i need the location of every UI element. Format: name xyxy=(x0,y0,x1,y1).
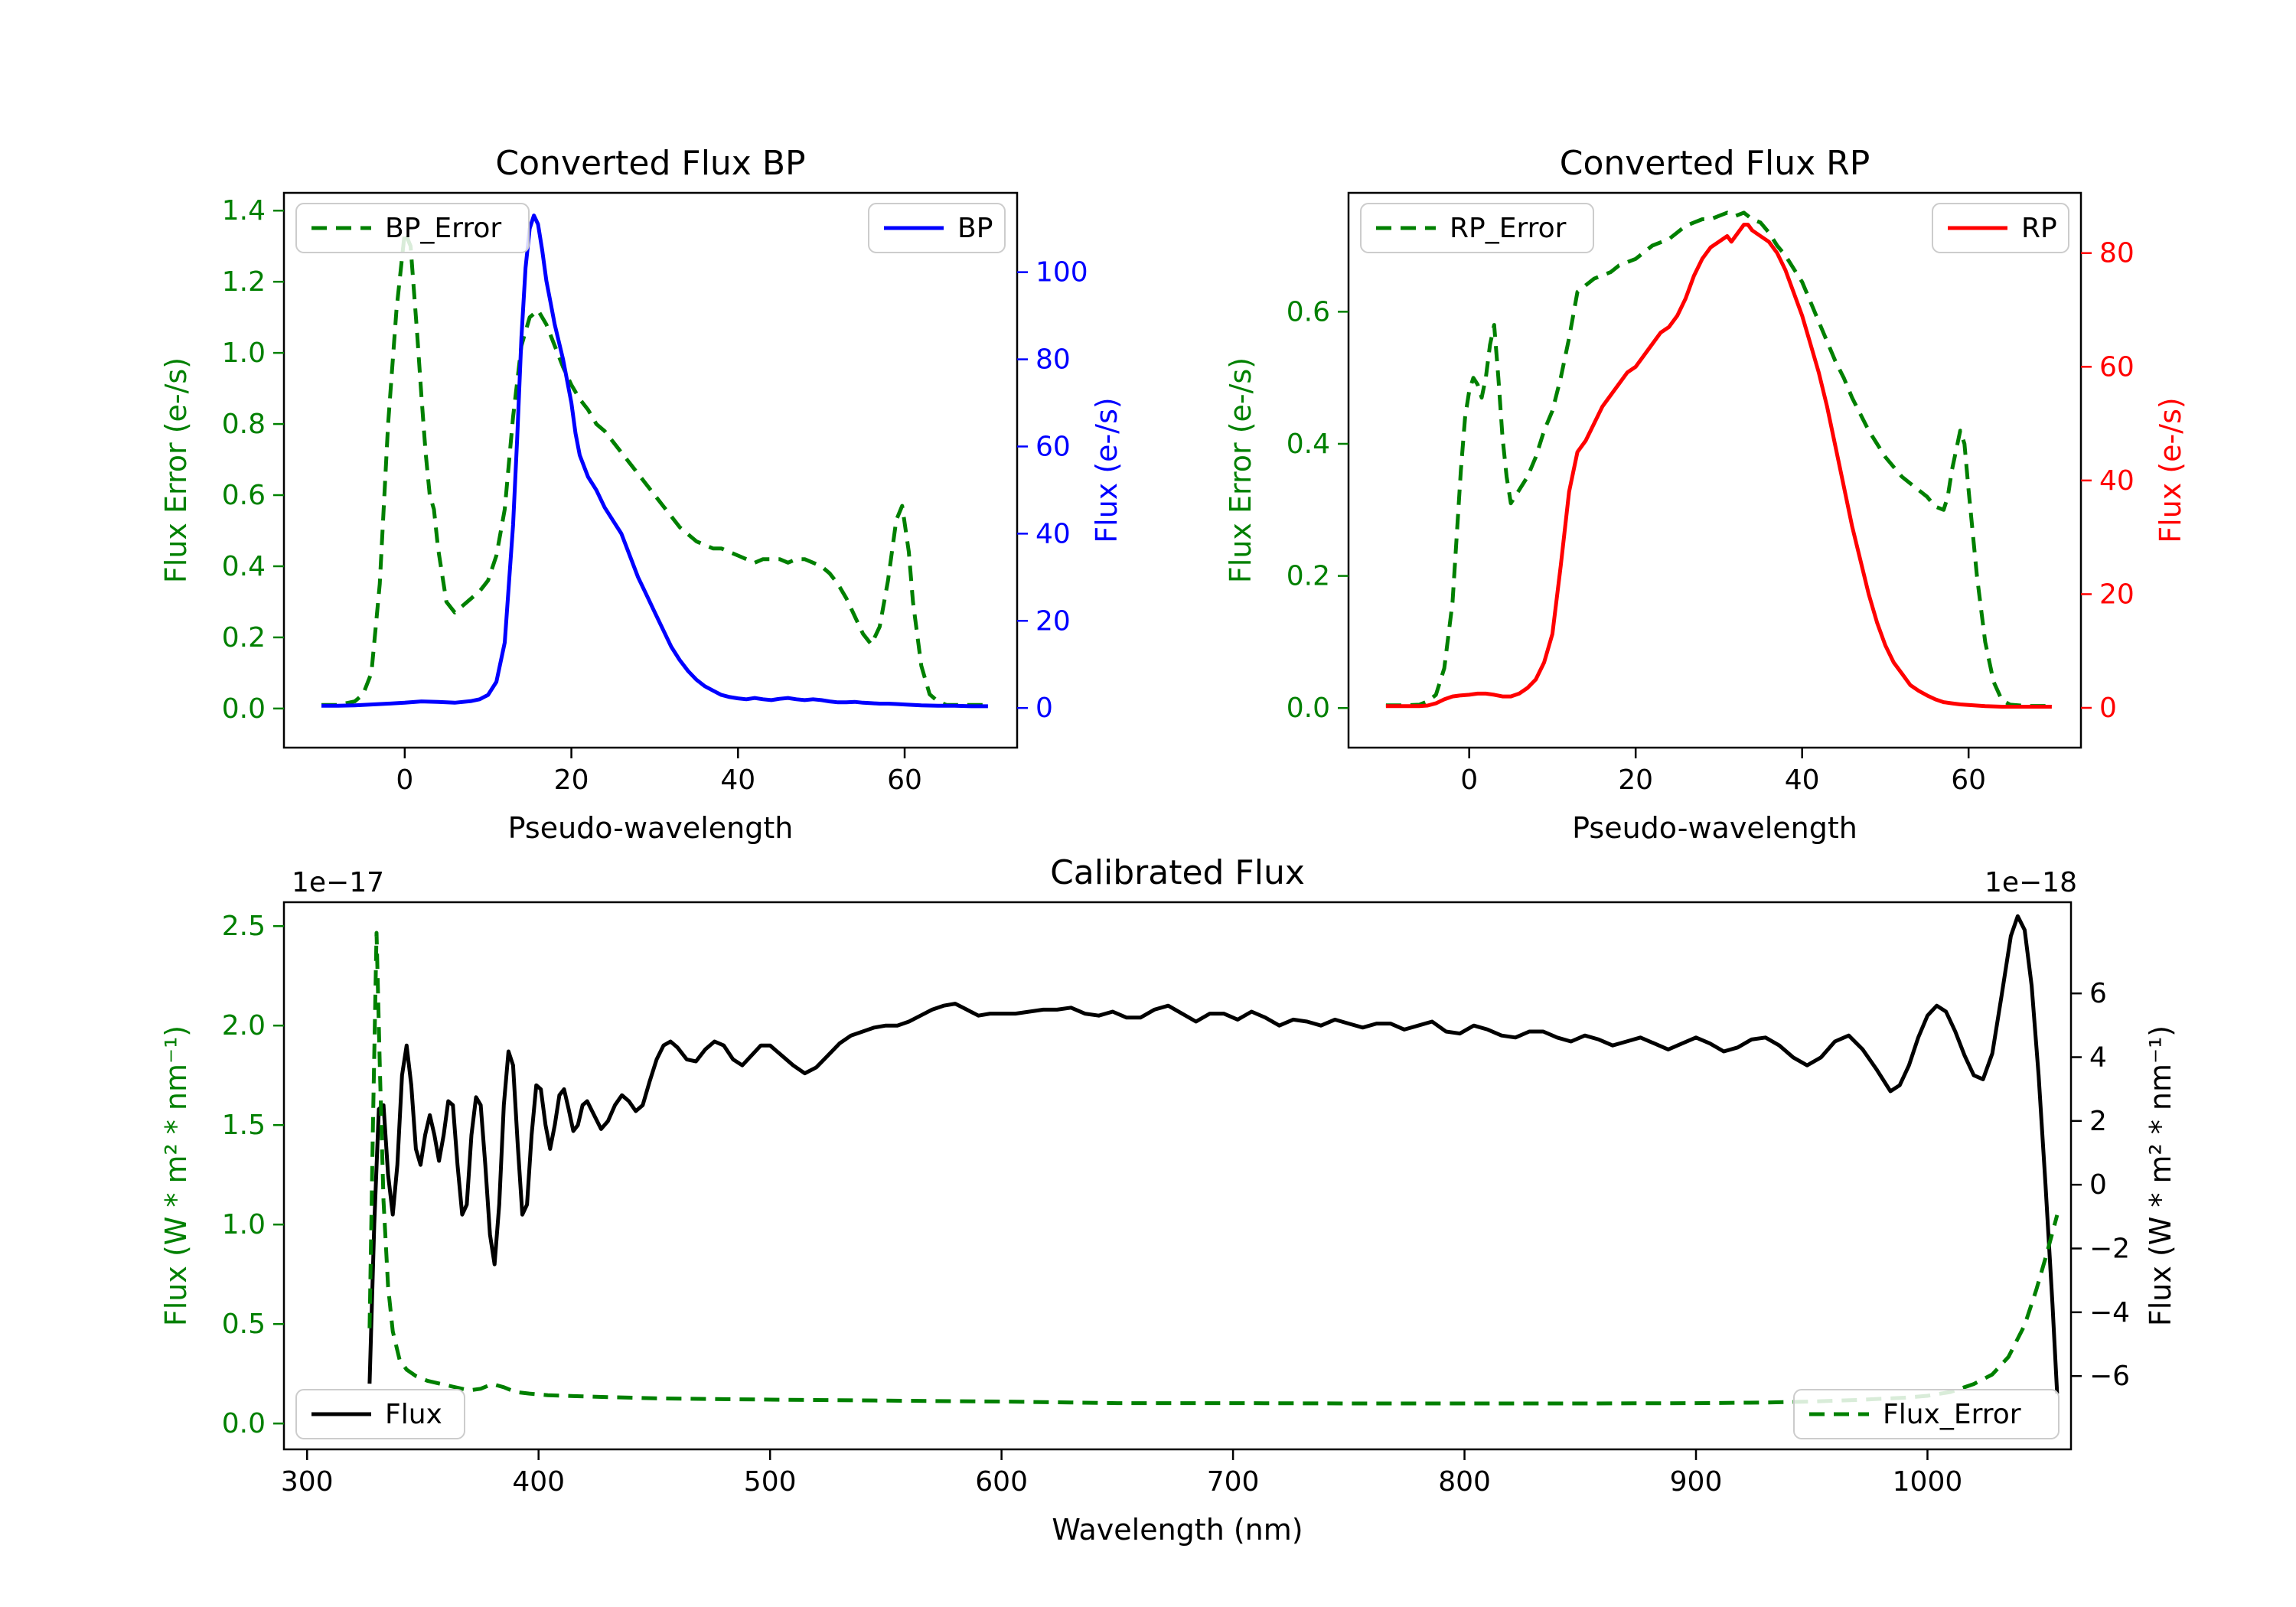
x-axis-label: Wavelength (nm) xyxy=(1052,1513,1303,1547)
series-flux xyxy=(367,914,2060,1394)
left-tick-label: 0.0 xyxy=(222,1408,266,1439)
right-tick-label: −6 xyxy=(2089,1361,2130,1392)
series-bp xyxy=(321,214,988,709)
legend-label: Flux xyxy=(385,1399,442,1430)
right-tick-label: 20 xyxy=(2099,579,2135,610)
legend-label: BP xyxy=(957,213,993,244)
chart-cal: 300 400 500 600 700 800 900 1000 Wavelength (nm)… xyxy=(159,853,2177,1547)
axes-frame xyxy=(1347,191,2082,749)
right-tick-label: −4 xyxy=(2089,1297,2130,1328)
x-tick-label: 0 xyxy=(396,764,413,796)
legend-label: BP_Error xyxy=(385,213,501,244)
right-axis-label: Flux (W * m² * nm⁻¹) xyxy=(2144,1025,2177,1326)
series-flux-error xyxy=(367,931,2060,1406)
left-axis-label: Flux Error (e-/s) xyxy=(1224,357,1257,583)
left-tick-label: 0.2 xyxy=(222,622,266,654)
right-tick-label: −2 xyxy=(2089,1234,2130,1265)
legend-bp-error: BP_Error xyxy=(295,203,530,253)
left-tick-label: 0.2 xyxy=(1287,561,1330,592)
right-tick-label: 4 xyxy=(2089,1042,2107,1074)
legend-rp-error: RP_Error xyxy=(1360,203,1594,253)
legend-flux-error: Flux_Error xyxy=(1793,1389,2060,1439)
right-axis-label: Flux (e-/s) xyxy=(2154,397,2187,543)
series-bp-error xyxy=(321,230,988,707)
chart-title: Converted Flux BP xyxy=(495,144,805,183)
right-tick-label: 100 xyxy=(1035,257,1088,288)
right-tick-label: 0 xyxy=(1035,693,1053,724)
chart-bp: 0 20 40 60 Pseudo-wavelength 0.0 0.2 0.4 0.6 0.8 1… xyxy=(159,144,1124,845)
legend-box xyxy=(295,203,530,253)
x-tick-label: 20 xyxy=(554,764,589,796)
series-rp-error xyxy=(1385,210,2052,709)
right-tick-label: 80 xyxy=(2099,238,2135,269)
x-tick-label: 20 xyxy=(1618,764,1653,796)
x-tick-label: 1000 xyxy=(1893,1466,1963,1498)
left-tick-label: 0.4 xyxy=(222,551,266,582)
legend-label: RP_Error xyxy=(1450,213,1567,244)
left-tick-label: 0.0 xyxy=(222,693,266,725)
legend-rp: RP xyxy=(1932,203,2069,253)
x-axis-label: Pseudo-wavelength xyxy=(1572,811,1857,845)
right-tick-label: 0 xyxy=(2099,693,2117,724)
right-tick-label: 60 xyxy=(1035,431,1071,462)
series-rp xyxy=(1385,223,2052,709)
left-axis-label: Flux (W * m² * nm⁻¹) xyxy=(159,1025,193,1326)
x-tick-label: 500 xyxy=(744,1466,797,1498)
x-tick-label: 60 xyxy=(887,764,922,796)
right-tick-label: 6 xyxy=(2089,978,2107,1009)
left-tick-label: 1.2 xyxy=(222,266,266,298)
x-tick-label: 900 xyxy=(1670,1466,1723,1498)
chart-title: Calibrated Flux xyxy=(1050,853,1305,892)
left-tick-label: 0.6 xyxy=(222,480,266,511)
right-tick-label: 80 xyxy=(1035,344,1071,376)
x-tick-label: 60 xyxy=(1951,764,1986,796)
legend-label: RP xyxy=(2021,213,2057,244)
right-tick-label: 40 xyxy=(2099,465,2135,497)
legend-box xyxy=(1360,203,1594,253)
right-tick-label: 0 xyxy=(2089,1169,2107,1201)
axes-frame xyxy=(282,901,2073,1451)
legend-box xyxy=(295,1389,465,1439)
chart-title: Converted Flux RP xyxy=(1560,144,1870,183)
right-tick-label: 40 xyxy=(1035,518,1071,549)
axis-offset-text: 1e−17 xyxy=(292,867,384,898)
axes-frame xyxy=(282,191,1019,749)
x-tick-label: 400 xyxy=(512,1466,565,1498)
x-tick-label: 0 xyxy=(1460,764,1478,796)
left-tick-label: 2.5 xyxy=(222,911,266,942)
x-tick-label: 600 xyxy=(975,1466,1028,1498)
left-tick-label: 1.4 xyxy=(222,195,266,227)
x-tick-label: 800 xyxy=(1438,1466,1491,1498)
chart-rp: 0 20 40 60 Pseudo-wavelength 0.0 0.2 0.4 0.6 Flux… xyxy=(1224,144,2187,845)
right-axis-label: Flux (e-/s) xyxy=(1090,397,1124,543)
left-tick-label: 1.0 xyxy=(222,1209,266,1240)
x-tick-label: 300 xyxy=(281,1466,334,1498)
left-tick-label: 0.8 xyxy=(222,409,266,440)
right-tick-label: 2 xyxy=(2089,1106,2107,1137)
left-tick-label: 2.0 xyxy=(222,1010,266,1041)
left-tick-label: 0.0 xyxy=(1287,693,1330,724)
legend-label: Flux_Error xyxy=(1883,1399,2021,1430)
x-axis-label: Pseudo-wavelength xyxy=(508,811,794,845)
left-tick-label: 0.6 xyxy=(1287,296,1330,328)
right-tick-label: 60 xyxy=(2099,351,2135,383)
x-tick-label: 40 xyxy=(1785,764,1820,796)
legend-box xyxy=(1793,1389,2060,1439)
left-tick-label: 1.0 xyxy=(222,337,266,369)
left-tick-label: 1.5 xyxy=(222,1110,266,1141)
legend-flux: Flux xyxy=(295,1389,465,1439)
axis-offset-text: 1e−18 xyxy=(1985,867,2077,898)
left-tick-label: 0.5 xyxy=(222,1309,266,1340)
right-tick-label: 20 xyxy=(1035,605,1071,637)
left-axis-label: Flux Error (e-/s) xyxy=(159,357,193,583)
x-tick-label: 40 xyxy=(720,764,755,796)
left-tick-label: 0.4 xyxy=(1287,429,1330,460)
x-tick-label: 700 xyxy=(1207,1466,1260,1498)
legend-bp: BP xyxy=(868,203,1006,253)
